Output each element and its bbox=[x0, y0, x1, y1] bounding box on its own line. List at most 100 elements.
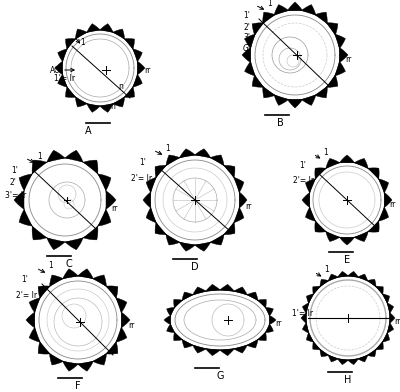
Polygon shape bbox=[83, 160, 98, 174]
Polygon shape bbox=[38, 342, 50, 354]
Polygon shape bbox=[100, 103, 113, 113]
Text: 1'= lr: 1'= lr bbox=[54, 74, 75, 82]
Polygon shape bbox=[78, 269, 93, 279]
Polygon shape bbox=[242, 47, 251, 63]
Text: 1: 1 bbox=[165, 143, 170, 152]
Polygon shape bbox=[382, 332, 390, 342]
Polygon shape bbox=[358, 274, 368, 281]
Text: 1: 1 bbox=[323, 147, 328, 156]
Text: rr: rr bbox=[394, 318, 400, 327]
Polygon shape bbox=[339, 47, 348, 63]
Polygon shape bbox=[247, 292, 258, 301]
Polygon shape bbox=[206, 284, 220, 291]
Polygon shape bbox=[113, 29, 124, 39]
Text: B: B bbox=[277, 118, 283, 128]
Polygon shape bbox=[55, 61, 63, 75]
Text: 1: 1 bbox=[80, 38, 85, 47]
Polygon shape bbox=[29, 327, 40, 342]
Polygon shape bbox=[166, 155, 180, 166]
Polygon shape bbox=[78, 361, 93, 371]
Polygon shape bbox=[106, 286, 118, 298]
Polygon shape bbox=[116, 327, 127, 342]
Polygon shape bbox=[124, 38, 134, 49]
Polygon shape bbox=[174, 299, 182, 308]
Polygon shape bbox=[193, 345, 206, 353]
Polygon shape bbox=[63, 361, 78, 371]
Polygon shape bbox=[234, 208, 244, 223]
Polygon shape bbox=[315, 221, 326, 232]
Polygon shape bbox=[328, 274, 338, 281]
Polygon shape bbox=[146, 208, 156, 223]
Polygon shape bbox=[143, 192, 151, 208]
Polygon shape bbox=[66, 38, 76, 49]
Polygon shape bbox=[193, 287, 206, 295]
Polygon shape bbox=[182, 339, 193, 348]
Text: 1': 1' bbox=[299, 160, 306, 169]
Text: 1: 1 bbox=[267, 0, 272, 7]
Polygon shape bbox=[302, 5, 316, 15]
Polygon shape bbox=[378, 179, 388, 193]
Text: 2'= lr: 2'= lr bbox=[293, 176, 314, 185]
Polygon shape bbox=[234, 287, 247, 295]
Polygon shape bbox=[247, 339, 258, 348]
Polygon shape bbox=[50, 275, 63, 287]
Polygon shape bbox=[306, 207, 316, 221]
Text: F: F bbox=[75, 381, 81, 391]
Polygon shape bbox=[258, 299, 266, 308]
Polygon shape bbox=[155, 165, 166, 178]
Polygon shape bbox=[121, 312, 130, 328]
Polygon shape bbox=[137, 61, 145, 75]
Polygon shape bbox=[220, 349, 234, 356]
Polygon shape bbox=[14, 191, 24, 209]
Polygon shape bbox=[376, 341, 383, 350]
Polygon shape bbox=[195, 149, 211, 158]
Polygon shape bbox=[306, 332, 314, 342]
Polygon shape bbox=[100, 24, 113, 33]
Polygon shape bbox=[335, 62, 346, 76]
Polygon shape bbox=[195, 242, 211, 251]
Text: rr: rr bbox=[144, 65, 150, 74]
Polygon shape bbox=[87, 103, 100, 113]
Polygon shape bbox=[106, 191, 116, 209]
Text: n: n bbox=[118, 82, 123, 91]
Polygon shape bbox=[328, 355, 338, 362]
Text: 1': 1' bbox=[21, 276, 28, 285]
Polygon shape bbox=[19, 174, 32, 191]
Text: 2': 2' bbox=[243, 22, 250, 31]
Polygon shape bbox=[224, 222, 235, 235]
Polygon shape bbox=[98, 174, 111, 191]
Polygon shape bbox=[244, 62, 255, 76]
Polygon shape bbox=[368, 221, 379, 232]
Polygon shape bbox=[26, 312, 35, 328]
Polygon shape bbox=[47, 150, 65, 162]
Polygon shape bbox=[252, 75, 264, 87]
Polygon shape bbox=[326, 23, 338, 35]
Text: 1': 1' bbox=[11, 165, 18, 174]
Polygon shape bbox=[382, 294, 390, 303]
Polygon shape bbox=[93, 354, 106, 365]
Polygon shape bbox=[133, 49, 142, 62]
Polygon shape bbox=[367, 349, 376, 357]
Polygon shape bbox=[179, 149, 195, 158]
Polygon shape bbox=[302, 323, 309, 333]
Text: E: E bbox=[344, 255, 350, 265]
Polygon shape bbox=[315, 12, 327, 24]
Polygon shape bbox=[270, 316, 276, 325]
Text: 1'= lr: 1'= lr bbox=[292, 309, 313, 318]
Text: 3': 3' bbox=[243, 33, 250, 42]
Polygon shape bbox=[313, 286, 320, 294]
Polygon shape bbox=[87, 24, 100, 33]
Text: n': n' bbox=[110, 102, 117, 111]
Polygon shape bbox=[179, 242, 195, 251]
Polygon shape bbox=[38, 286, 50, 298]
Polygon shape bbox=[174, 332, 182, 341]
Polygon shape bbox=[340, 237, 354, 245]
Polygon shape bbox=[244, 34, 255, 49]
Polygon shape bbox=[166, 234, 180, 245]
Text: D: D bbox=[191, 262, 199, 272]
Text: G: G bbox=[216, 371, 224, 381]
Polygon shape bbox=[287, 99, 303, 108]
Polygon shape bbox=[265, 307, 273, 316]
Polygon shape bbox=[340, 155, 354, 163]
Polygon shape bbox=[220, 284, 234, 291]
